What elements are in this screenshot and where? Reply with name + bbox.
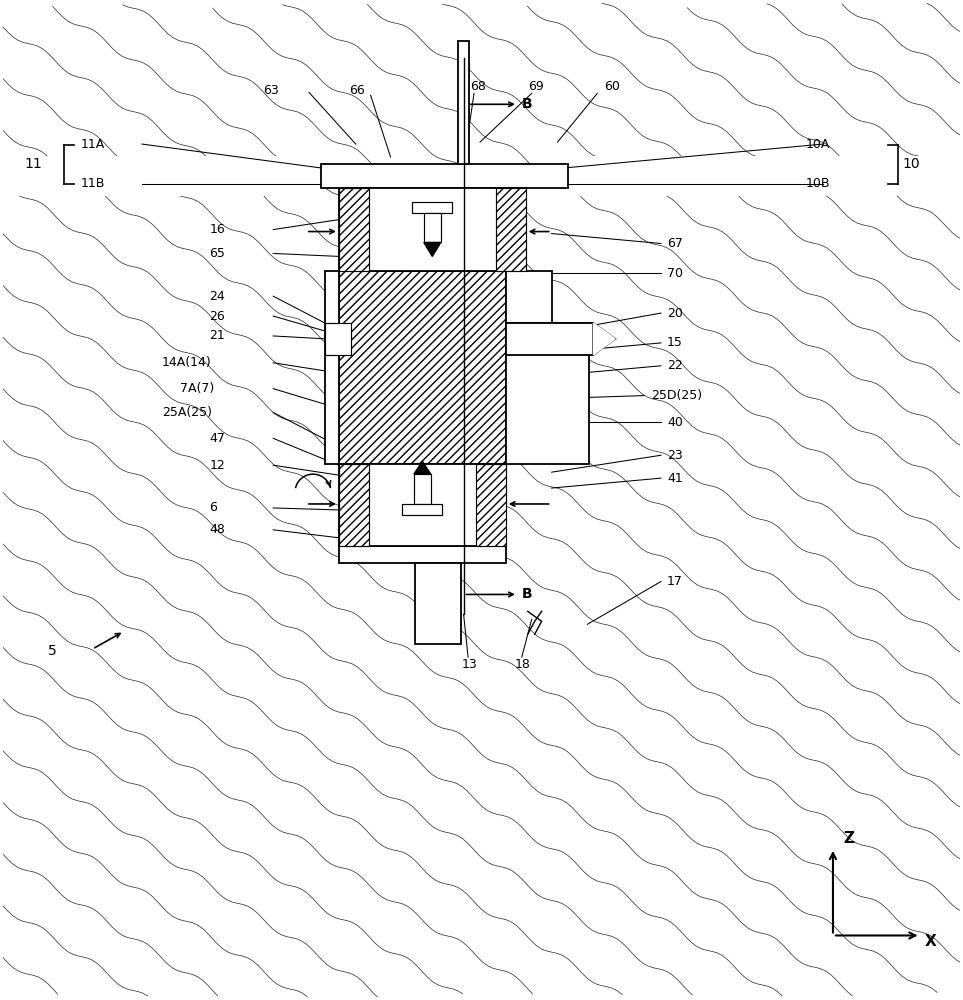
Bar	[414, 474, 430, 504]
Text: 25A(25): 25A(25)	[162, 406, 212, 419]
Text: 11A: 11A	[80, 138, 105, 151]
Bar	[325, 323, 351, 355]
Text: 65: 65	[210, 247, 225, 260]
Bar	[321, 164, 567, 188]
Bar	[496, 188, 526, 271]
Text: 40: 40	[667, 416, 683, 429]
Bar	[325, 271, 339, 464]
Text: 60: 60	[605, 80, 620, 93]
Text: 6: 6	[210, 501, 218, 514]
Text: 17: 17	[667, 575, 683, 588]
Text: 21: 21	[210, 329, 225, 342]
Bar	[458, 41, 469, 164]
Bar	[506, 341, 589, 464]
Text: 5: 5	[47, 644, 56, 658]
Text: 7A(7): 7A(7)	[180, 382, 214, 395]
Text: 66: 66	[349, 84, 365, 97]
Text: 11B: 11B	[80, 177, 105, 190]
Text: 13: 13	[462, 658, 478, 671]
Text: 16: 16	[210, 223, 225, 236]
Bar	[476, 464, 506, 546]
Text: 22: 22	[667, 359, 683, 372]
Bar	[3, 156, 325, 196]
Text: B: B	[522, 587, 533, 601]
Bar	[339, 188, 526, 271]
Bar	[506, 323, 593, 355]
Polygon shape	[414, 461, 430, 474]
Text: 11: 11	[25, 157, 42, 171]
Text: 41: 41	[667, 472, 683, 485]
Bar	[562, 156, 963, 196]
Bar	[339, 464, 506, 546]
Text: 69: 69	[528, 80, 543, 93]
Polygon shape	[424, 242, 441, 256]
Text: 20: 20	[667, 307, 683, 320]
Text: 18: 18	[515, 658, 531, 671]
Text: 10: 10	[902, 157, 921, 171]
Text: 48: 48	[210, 523, 225, 536]
Bar	[424, 213, 441, 242]
Text: 63: 63	[263, 84, 279, 97]
Text: 47: 47	[210, 432, 225, 445]
Text: 67: 67	[667, 237, 683, 250]
Text: B: B	[522, 97, 533, 111]
Text: 23: 23	[667, 449, 683, 462]
Text: 68: 68	[470, 80, 486, 93]
Text: Z: Z	[843, 831, 854, 846]
Bar	[339, 188, 369, 271]
Bar	[339, 546, 506, 563]
Text: 10B: 10B	[805, 177, 830, 190]
Polygon shape	[593, 323, 615, 355]
Bar	[506, 271, 552, 323]
Bar	[412, 202, 453, 213]
Text: 15: 15	[667, 336, 683, 349]
Text: 26: 26	[210, 310, 225, 323]
Bar	[403, 504, 442, 515]
Bar	[415, 563, 461, 644]
Bar	[339, 271, 506, 464]
Text: 25D(25): 25D(25)	[651, 389, 702, 402]
Text: 24: 24	[210, 290, 225, 303]
Text: 70: 70	[667, 267, 683, 280]
Text: 14A(14): 14A(14)	[162, 356, 212, 369]
Text: 10A: 10A	[806, 138, 830, 151]
Text: 12: 12	[210, 459, 225, 472]
Bar	[339, 464, 369, 546]
Text: X: X	[924, 934, 936, 949]
Bar	[506, 323, 589, 341]
